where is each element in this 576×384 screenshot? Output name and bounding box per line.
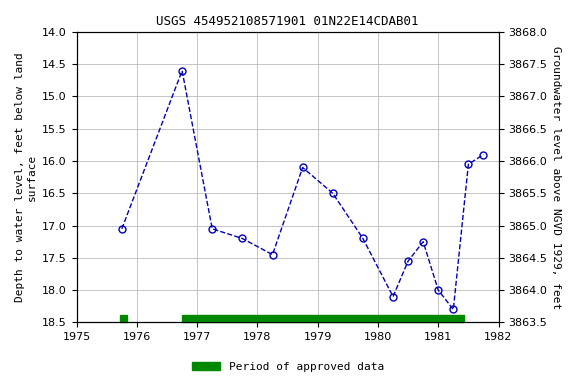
Title: USGS 454952108571901 01N22E14CDAB01: USGS 454952108571901 01N22E14CDAB01 [156,15,419,28]
Y-axis label: Groundwater level above NGVD 1929, feet: Groundwater level above NGVD 1929, feet [551,46,561,309]
Legend: Period of approved data: Period of approved data [188,358,388,377]
Y-axis label: Depth to water level, feet below land
surface: Depth to water level, feet below land su… [15,52,37,302]
Bar [120,314,127,323]
Bar [182,314,464,323]
